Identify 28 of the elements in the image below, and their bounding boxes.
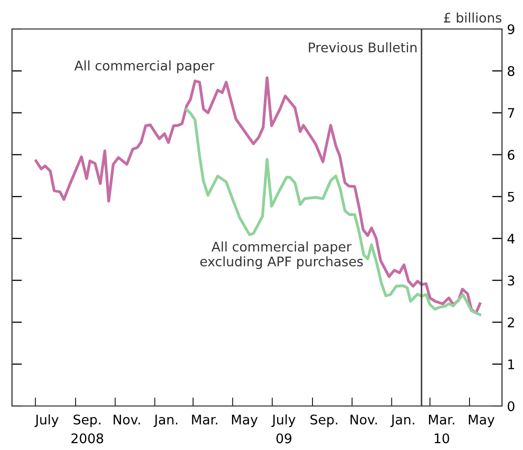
x-tick-label: Jan. [390, 414, 414, 427]
series-label: All commercial paper excluding APF purchases [200, 241, 363, 269]
x-tick-label: Sep. [310, 414, 338, 428]
y-tick-label: 3 [508, 276, 514, 286]
series-label: All commercial paper [74, 60, 214, 74]
y-tick-label: 6 [508, 150, 514, 160]
y-tick-label: 2 [508, 317, 514, 328]
y-axis-title: £ billions [444, 12, 502, 23]
x-tick-label: Nov. [350, 414, 377, 425]
y-tick-label: 9 [508, 24, 514, 34]
y-tick-label: 7 [508, 108, 514, 118]
x-tick-label: May [232, 414, 258, 428]
line-series [185, 108, 482, 316]
x-tick-label: July [34, 414, 59, 428]
line-series [34, 76, 482, 314]
y-tick-label: 5 [508, 192, 514, 202]
x-tick-label: May [468, 414, 494, 428]
y-tick-label: 0 [508, 401, 514, 412]
x-tick-label: Mar. [192, 414, 218, 425]
x-tick-label: Sep. 2008 [71, 414, 104, 444]
ref-line-label: Previous Bulletin [308, 42, 417, 52]
y-tick-label: 1 [508, 360, 514, 370]
y-tick-label: 8 [508, 66, 514, 76]
x-tick-label: Jan. [154, 414, 178, 427]
x-tick-label: July 09 [271, 414, 296, 444]
y-tick-label: 4 [508, 234, 515, 244]
x-tick-label: Nov. [114, 414, 140, 425]
x-tick-label: Mar. 10 [428, 414, 454, 444]
